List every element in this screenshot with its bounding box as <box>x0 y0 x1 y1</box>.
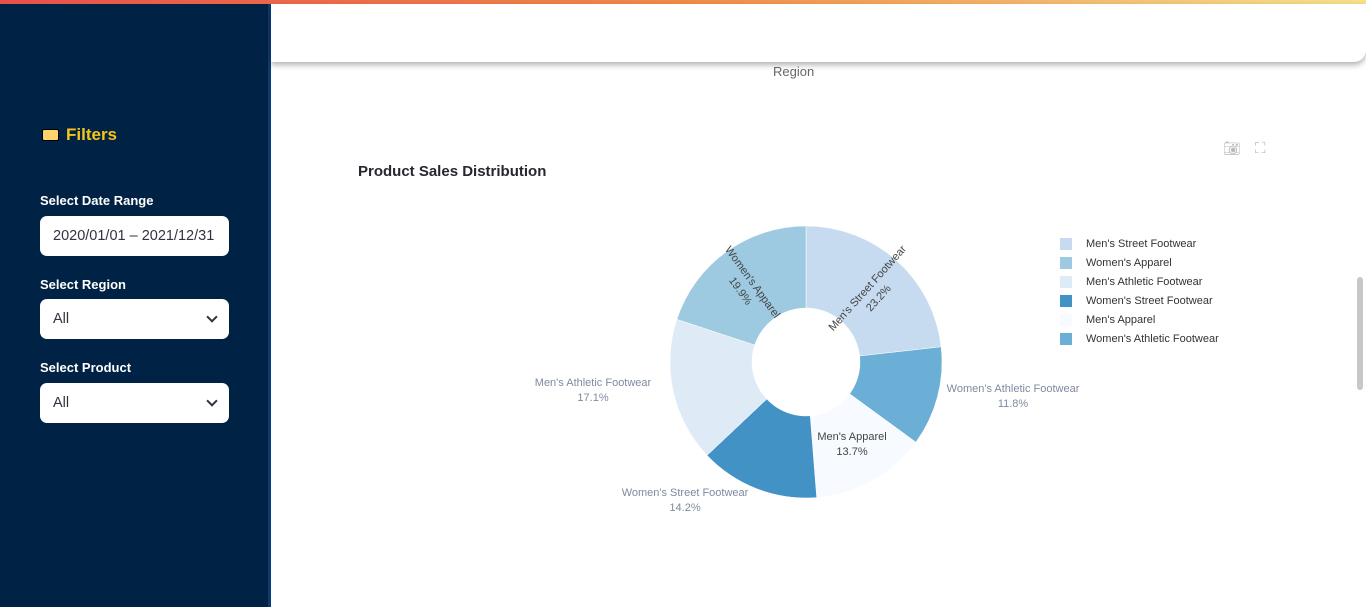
legend-item[interactable]: Men's Athletic Footwear <box>1060 272 1219 291</box>
filters-heading: Filters <box>42 125 117 145</box>
slice-label: Women's Street Footwear 14.2% <box>622 487 749 514</box>
folder-icon <box>42 129 59 141</box>
legend-label: Men's Street Footwear <box>1086 237 1197 250</box>
date-range-input[interactable]: 2020/01/01 – 2021/12/31 <box>40 216 229 256</box>
region-label: Select Region <box>40 277 126 292</box>
legend-swatch <box>1060 256 1072 269</box>
legend-swatch <box>1060 332 1072 345</box>
fullscreen-icon[interactable]: ⛶ <box>1255 140 1266 157</box>
pie-slice[interactable] <box>676 225 807 346</box>
legend-item[interactable]: Women's Street Footwear <box>1060 291 1219 310</box>
scrollbar[interactable] <box>1357 277 1363 390</box>
slice-label: Men's Apparel 13.7% <box>817 431 886 458</box>
legend-item[interactable]: Men's Street Footwear <box>1060 234 1219 253</box>
product-select[interactable]: All <box>40 383 229 423</box>
pie-slice[interactable] <box>805 225 942 357</box>
legend-label: Men's Athletic Footwear <box>1086 275 1203 288</box>
product-label: Select Product <box>40 360 132 375</box>
slice-label: Men's Athletic Footwear 17.1% <box>535 377 652 404</box>
pie-slice[interactable] <box>706 398 817 499</box>
top-accent-bar <box>0 0 1366 4</box>
product-value: All <box>53 395 70 411</box>
legend-swatch <box>1060 294 1072 307</box>
chart-title: Product Sales Distribution <box>358 163 547 180</box>
legend-item[interactable]: Women's Apparel <box>1060 253 1219 272</box>
legend-label: Men's Apparel <box>1086 313 1156 326</box>
filters-title: Filters <box>66 125 118 144</box>
date-range-value: 2020/01/01 – 2021/12/31 <box>53 228 215 244</box>
header-panel <box>271 4 1366 62</box>
legend-item[interactable]: Men's Apparel <box>1060 310 1219 329</box>
legend-swatch <box>1060 313 1072 326</box>
legend-item[interactable]: Women's Athletic Footwear <box>1060 329 1219 348</box>
legend-swatch <box>1060 275 1072 288</box>
region-value: All <box>53 311 70 327</box>
legend: Men's Street Footwear Women's Apparel Men'… <box>1060 234 1219 348</box>
legend-label: Women's Street Footwear <box>1086 294 1213 307</box>
legend-swatch <box>1060 237 1072 250</box>
camera-icon[interactable]: 📷︎ <box>1223 140 1241 156</box>
date-range-label: Select Date Range <box>40 193 154 208</box>
region-select[interactable]: All <box>40 299 229 339</box>
legend-label: Women's Athletic Footwear <box>1086 332 1219 345</box>
region-axis-label: Region <box>773 64 815 79</box>
slice-label: Women's Athletic Footwear 11.8% <box>947 383 1080 410</box>
legend-label: Women's Apparel <box>1086 256 1172 269</box>
pie-slice[interactable] <box>669 319 768 456</box>
